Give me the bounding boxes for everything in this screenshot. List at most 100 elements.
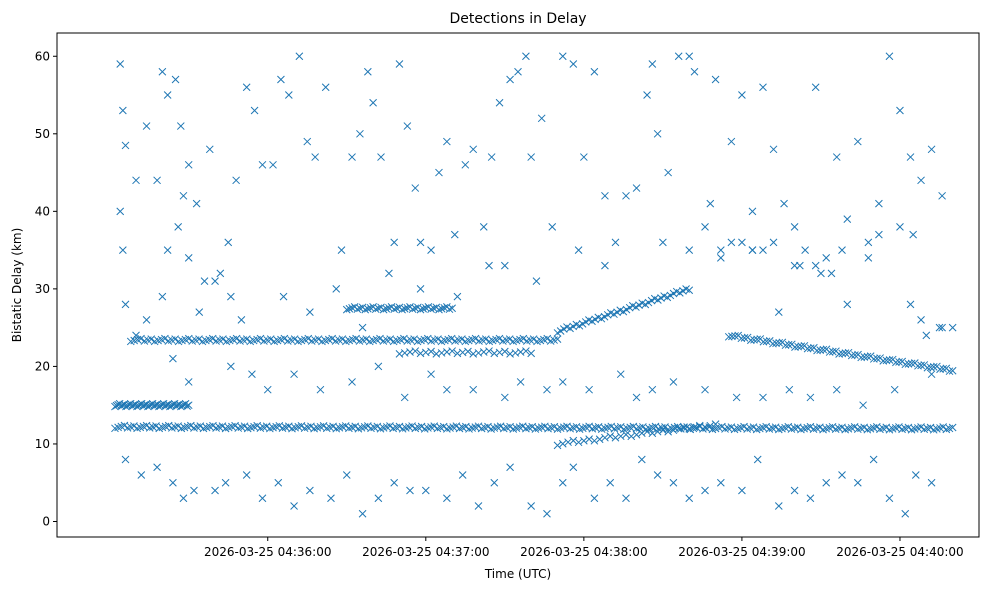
data-point xyxy=(411,184,420,192)
data-point xyxy=(879,357,888,365)
data-point xyxy=(847,351,856,360)
data-point xyxy=(632,430,641,439)
data-point xyxy=(474,422,483,431)
data-point xyxy=(216,269,225,278)
data-point xyxy=(184,334,193,343)
data-point xyxy=(386,422,394,430)
data-point xyxy=(901,509,910,518)
data-point xyxy=(196,422,205,430)
data-point xyxy=(332,285,341,293)
data-point xyxy=(774,308,783,316)
data-point xyxy=(653,471,662,479)
data-point xyxy=(356,129,364,138)
points-layer xyxy=(111,52,957,518)
data-point xyxy=(186,421,195,430)
data-point xyxy=(724,332,733,341)
data-point xyxy=(659,238,667,247)
data-point xyxy=(828,422,837,431)
data-point xyxy=(738,91,746,99)
data-point xyxy=(550,422,559,431)
data-point xyxy=(209,421,217,430)
data-point xyxy=(348,153,356,161)
data-point xyxy=(363,422,372,430)
data-point xyxy=(366,303,375,312)
data-point xyxy=(785,385,794,394)
data-point xyxy=(232,334,241,343)
data-point xyxy=(269,160,277,169)
data-point xyxy=(427,370,435,379)
data-point xyxy=(232,176,240,185)
data-point xyxy=(732,393,741,402)
data-point xyxy=(306,486,314,495)
data-point xyxy=(806,393,815,402)
data-point xyxy=(753,455,762,464)
data-point xyxy=(701,385,709,394)
data-point xyxy=(711,75,720,84)
data-point xyxy=(813,346,821,355)
data-point xyxy=(469,385,478,394)
data-point xyxy=(211,277,219,285)
data-point xyxy=(421,303,430,312)
data-point xyxy=(648,385,657,394)
x-axis-title: Time (UTC) xyxy=(484,567,551,581)
data-point xyxy=(406,486,414,495)
data-point xyxy=(784,422,793,431)
data-point xyxy=(485,347,493,355)
data-point xyxy=(184,160,193,169)
y-tick-label: 60 xyxy=(35,49,50,63)
x-tick-label: 2026-03-25 04:39:00 xyxy=(678,545,805,559)
data-point xyxy=(279,292,288,301)
data-point xyxy=(727,423,736,431)
data-point xyxy=(838,246,846,254)
data-point xyxy=(358,509,367,518)
data-point xyxy=(774,502,783,510)
data-point xyxy=(901,360,910,369)
data-point xyxy=(142,316,151,324)
data-point xyxy=(479,222,488,231)
data-point xyxy=(205,145,214,154)
data-point xyxy=(945,367,954,376)
data-point xyxy=(527,153,536,161)
data-point xyxy=(558,52,567,61)
data-point xyxy=(195,335,203,343)
data-point xyxy=(527,502,536,510)
data-point xyxy=(832,153,841,161)
data-point xyxy=(427,347,435,356)
data-point xyxy=(496,422,505,431)
data-point xyxy=(651,422,660,431)
data-point xyxy=(948,366,957,375)
data-point xyxy=(819,345,828,354)
chart-title: Detections in Delay xyxy=(449,11,586,27)
data-point xyxy=(580,436,588,445)
data-point xyxy=(653,129,662,138)
data-point xyxy=(119,246,127,254)
data-point xyxy=(759,337,768,346)
data-point xyxy=(439,422,448,431)
data-point xyxy=(253,421,262,430)
data-point xyxy=(434,335,442,343)
data-point xyxy=(936,365,944,374)
data-point xyxy=(137,334,145,343)
data-point xyxy=(522,52,530,61)
data-point xyxy=(825,348,834,356)
data-point xyxy=(738,238,746,247)
data-point xyxy=(242,471,251,479)
data-point xyxy=(435,305,443,314)
data-point xyxy=(307,422,315,431)
data-point xyxy=(453,292,462,301)
data-point xyxy=(352,334,360,343)
data-point xyxy=(685,246,694,254)
data-point xyxy=(174,222,183,231)
data-point xyxy=(408,305,417,314)
data-point xyxy=(622,191,630,200)
data-point xyxy=(171,75,180,84)
data-point xyxy=(727,238,736,247)
data-point xyxy=(147,335,156,343)
data-point xyxy=(227,292,235,301)
data-point xyxy=(909,230,917,239)
data-point xyxy=(184,254,193,262)
data-point xyxy=(771,423,780,432)
data-point xyxy=(637,455,646,464)
data-point xyxy=(242,83,251,92)
data-point xyxy=(474,502,483,510)
